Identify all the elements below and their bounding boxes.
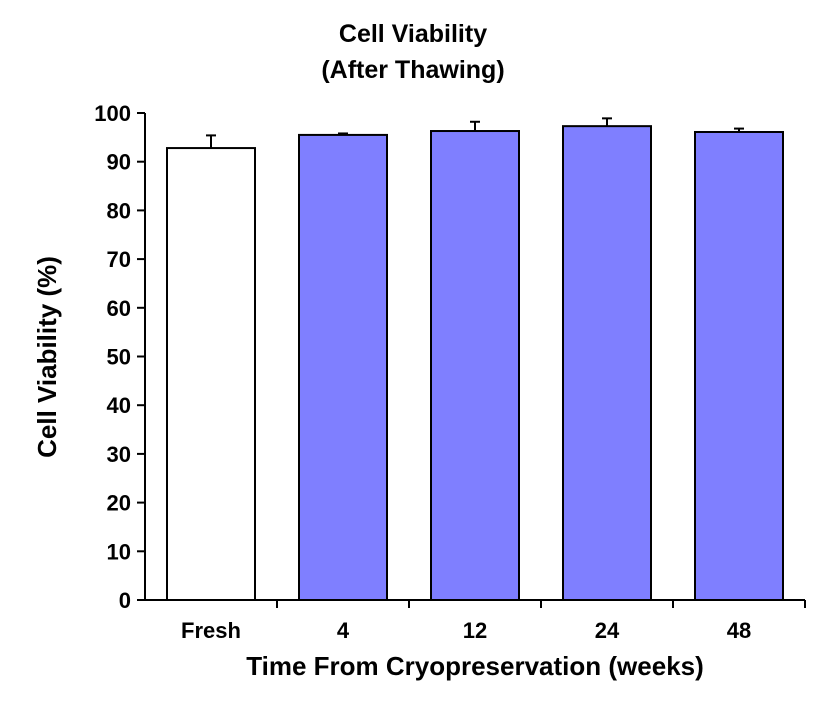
bar-Fresh [166,147,256,601]
x-tick-label-24: 24 [595,618,620,643]
bar-24 [562,125,652,602]
y-tick-label-100: 100 [94,101,131,126]
bar-12 [430,130,520,601]
bar-4 [298,133,388,601]
y-tick-label-80: 80 [107,198,131,223]
x-axis-label: Time From Cryopreservation (weeks) [246,651,704,681]
y-tick-label-20: 20 [107,491,131,516]
y-tick-label-50: 50 [107,345,131,370]
x-tick-label-48: 48 [727,618,751,643]
y-axis-label: Cell Viability (%) [32,256,62,458]
plot-area: 0 10 20 30 40 50 60 70 80 90 100 Fresh 4 12 24 48 [94,101,806,643]
chart-title-line-2: (After Thawing) [321,56,504,84]
y-tick-label-70: 70 [107,247,131,272]
bar-48 [694,130,784,601]
x-tick-label-4: 4 [337,618,350,643]
y-tick-label-90: 90 [107,150,131,175]
chart-title-line-1: Cell Viability [339,20,487,48]
y-tick-label-10: 10 [107,539,131,564]
y-tick-label-30: 30 [107,442,131,467]
y-tick-label-40: 40 [107,393,131,418]
x-tick-label-12: 12 [463,618,487,643]
y-tick-label-60: 60 [107,296,131,321]
y-tick-label-0: 0 [119,588,131,613]
x-tick-label-Fresh: Fresh [181,618,241,643]
